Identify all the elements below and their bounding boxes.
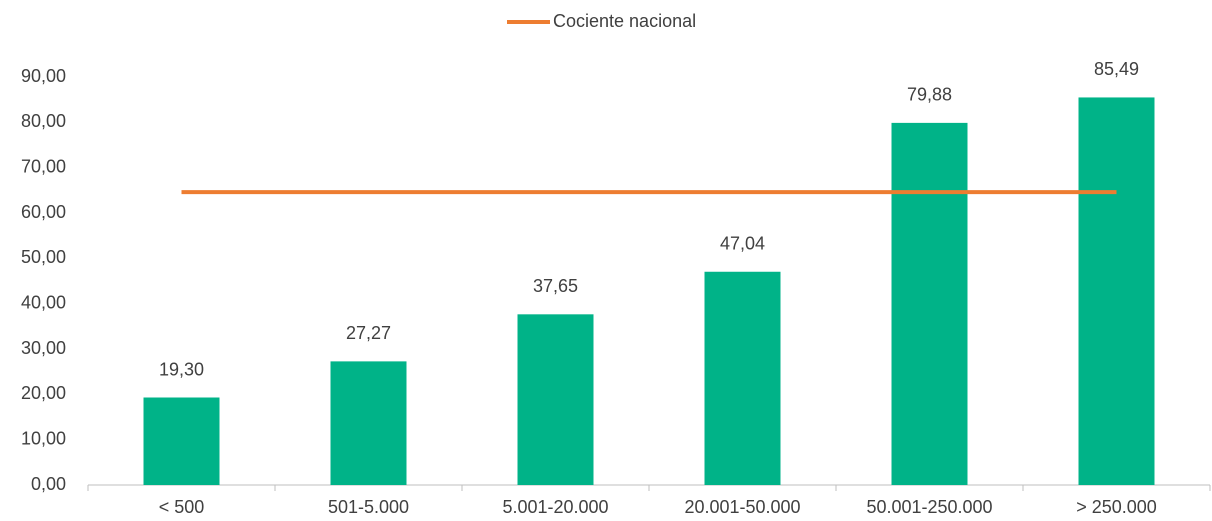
x-tick-label: 501-5.000	[328, 497, 409, 517]
data-label: 37,65	[533, 276, 578, 296]
x-tick-label: 5.001-20.000	[502, 497, 608, 517]
y-tick-label: 10,00	[21, 428, 66, 448]
bar	[143, 397, 220, 485]
x-tick-label: 50.001-250.000	[866, 497, 992, 517]
y-tick-label: 80,00	[21, 111, 66, 131]
y-tick-label: 40,00	[21, 292, 66, 312]
x-tick-label: < 500	[159, 497, 205, 517]
y-tick-label: 50,00	[21, 247, 66, 267]
data-label: 47,04	[720, 234, 765, 254]
bar	[330, 361, 407, 485]
y-tick-label: 70,00	[21, 156, 66, 176]
data-label: 27,27	[346, 323, 391, 343]
bar	[891, 122, 968, 486]
y-tick-label: 20,00	[21, 383, 66, 403]
legend-label: Cociente nacional	[553, 11, 696, 31]
x-tick-label: > 250.000	[1076, 497, 1157, 517]
y-tick-label: 30,00	[21, 338, 66, 358]
bar	[517, 314, 594, 485]
bar	[1078, 97, 1155, 485]
x-tick-label: 20.001-50.000	[684, 497, 800, 517]
y-tick-label: 60,00	[21, 202, 66, 222]
data-label: 19,30	[159, 359, 204, 379]
data-label: 85,49	[1094, 59, 1139, 79]
data-label: 79,88	[907, 85, 952, 105]
y-tick-label: 0,00	[31, 474, 66, 494]
bar	[704, 271, 781, 485]
y-tick-label: 90,00	[21, 66, 66, 86]
